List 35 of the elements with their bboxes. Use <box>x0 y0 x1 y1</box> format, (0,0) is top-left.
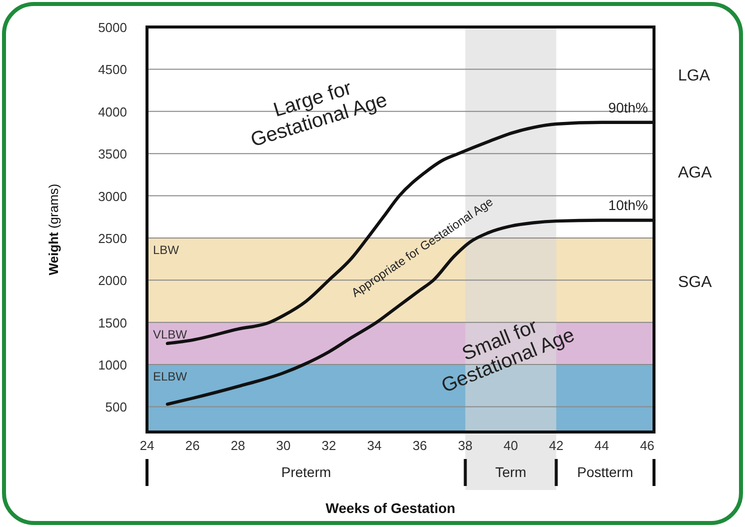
x-tick-label: 30 <box>276 438 291 453</box>
series-label: 90th% <box>608 99 648 116</box>
text: AGA <box>678 164 712 182</box>
text: LGA <box>678 67 710 84</box>
band-label: LBW <box>153 242 180 257</box>
y-tick-label: 1500 <box>98 315 127 330</box>
band-label: VLBW <box>153 327 188 342</box>
y-tick-label: 4500 <box>98 62 127 78</box>
series-label: 10th% <box>608 197 648 214</box>
y-axis-title: Weight (grams) <box>46 184 61 276</box>
y-tick-label: 4000 <box>98 104 127 120</box>
y-tick-label: 1000 <box>98 358 127 372</box>
x-tick-label: 28 <box>230 438 246 453</box>
y-tick-label: 5000 <box>98 20 127 35</box>
x-axis-title: Weeks of Gestation <box>326 500 456 516</box>
text: Postterm <box>577 464 634 480</box>
x-tick-label: 36 <box>412 438 428 453</box>
y-tick-label: 500 <box>105 400 127 415</box>
text: SGA <box>678 274 712 292</box>
x-tick-label: 26 <box>185 438 200 453</box>
x-tick-label: 38 <box>458 438 473 453</box>
x-tick-label: 42 <box>549 438 564 453</box>
y-tick-label: 3500 <box>98 146 127 162</box>
y-tick-label: 2000 <box>98 273 127 288</box>
band-label: Term <box>495 464 526 480</box>
y-tick-label: 3000 <box>98 188 127 204</box>
x-tick-label: 40 <box>504 438 518 453</box>
x-tick-label: 24 <box>140 438 154 453</box>
text: Preterm <box>281 464 332 480</box>
x-tick-label: 44 <box>594 438 609 453</box>
band-label: ELBW <box>153 370 188 384</box>
x-tick-label: 34 <box>367 438 382 453</box>
x-tick-label: 46 <box>640 438 654 453</box>
y-tick-label: 2500 <box>98 230 127 246</box>
x-tick-label: 32 <box>322 438 336 453</box>
